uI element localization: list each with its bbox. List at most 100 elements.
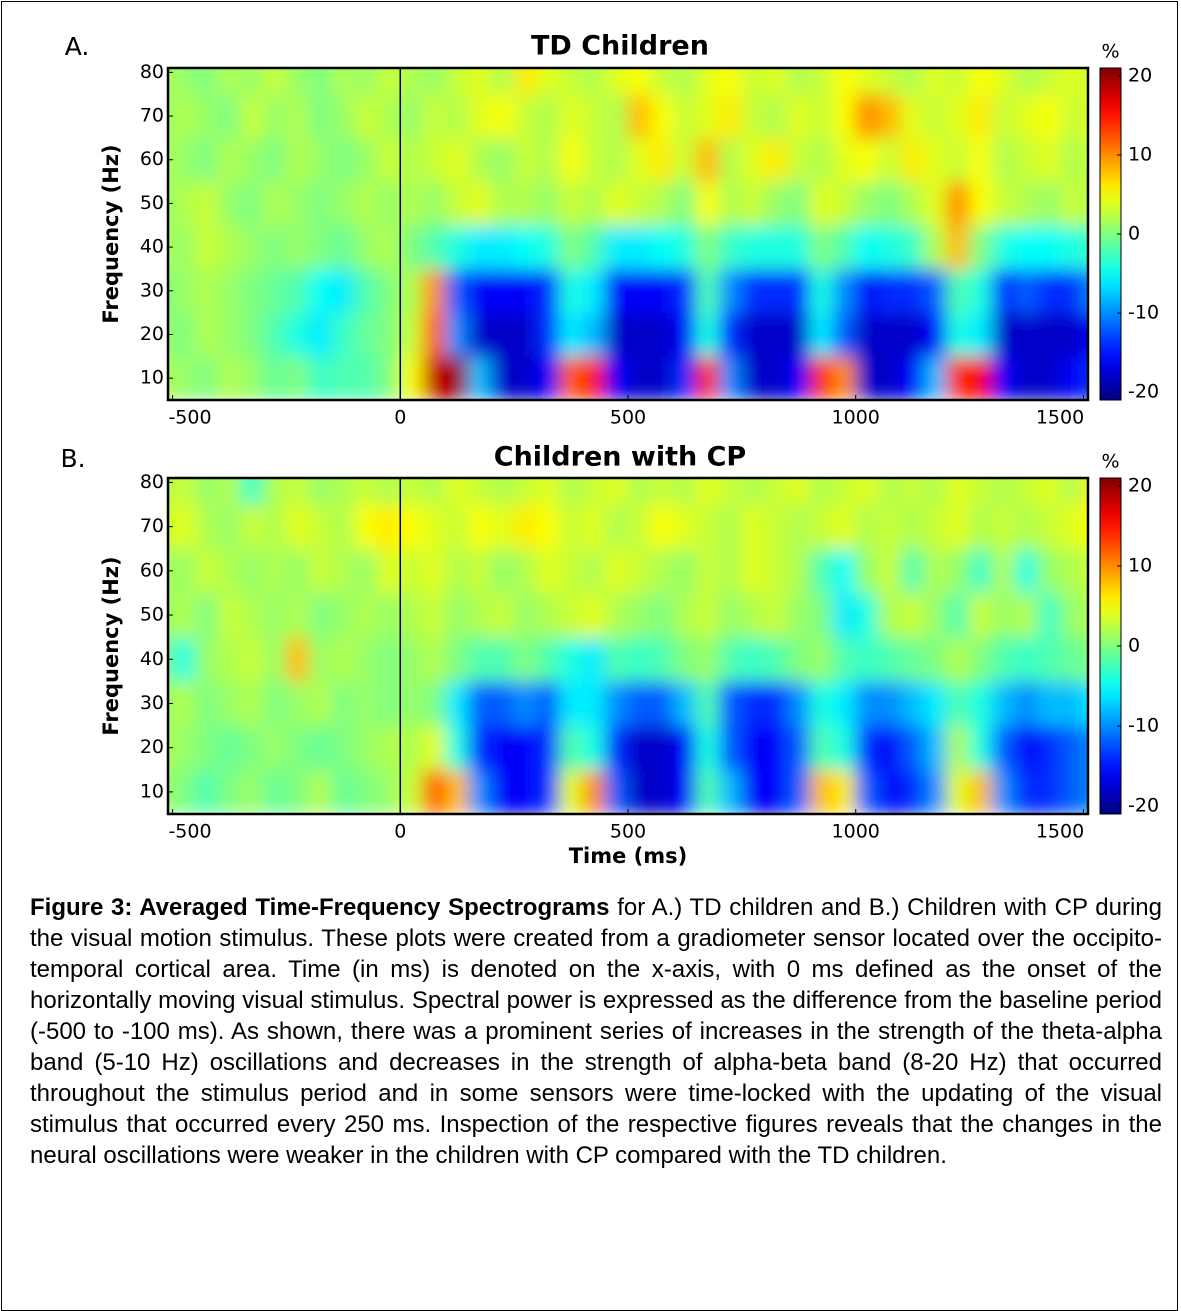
heatmap-cell (604, 68, 629, 95)
heatmap-cell (718, 769, 743, 814)
heatmap-cell (832, 137, 857, 183)
heatmap-cell (832, 548, 857, 594)
heatmap-cell (285, 137, 310, 183)
heatmap-cell (285, 725, 310, 771)
heatmap-cell (718, 548, 743, 594)
heatmap-cell (923, 680, 948, 727)
x-tick-label: 500 (610, 821, 646, 843)
heatmap-cell (445, 725, 470, 771)
heatmap-cell (877, 93, 902, 139)
heatmap-cell (877, 268, 902, 314)
heatmap-cell (832, 769, 857, 814)
heatmap-cell (809, 769, 834, 814)
heatmap-cell (536, 504, 561, 550)
heatmap-cell (194, 68, 219, 95)
heatmap-cell (946, 224, 971, 270)
heatmap-cell (308, 769, 333, 814)
heatmap-cell (877, 636, 902, 682)
heatmap-cell (331, 137, 356, 183)
heatmap-cell (536, 636, 561, 682)
heatmap-cell (673, 312, 697, 357)
heatmap-cell (308, 478, 333, 506)
heatmap-cell (445, 769, 470, 814)
heatmap-cell (786, 312, 811, 357)
heatmap-cell (627, 312, 652, 357)
heatmap-cell (900, 181, 925, 226)
heatmap-cell (1082, 478, 1088, 506)
colorbar-tick-label: -10 (1128, 302, 1159, 324)
heatmap-cell (263, 355, 287, 400)
heatmap-cell (991, 312, 1016, 357)
heatmap-cell (172, 680, 196, 727)
heatmap-cell (604, 181, 629, 226)
heatmap-cell (1014, 268, 1039, 314)
heatmap-cell (604, 355, 629, 400)
heatmap-cell (377, 137, 401, 183)
heatmap-cell (172, 504, 196, 550)
heatmap-cell (1014, 355, 1039, 400)
heatmap-cell (741, 224, 766, 270)
heatmap-cell (1014, 312, 1039, 357)
heatmap-cell (855, 680, 879, 727)
heatmap-cell (900, 680, 925, 727)
heatmap-cell (1082, 680, 1088, 727)
heatmap-cell (445, 504, 470, 550)
heatmap-cell (991, 680, 1016, 727)
heatmap-cell (695, 268, 720, 314)
heatmap-cell (900, 312, 925, 357)
heatmap-cell (490, 636, 515, 682)
heatmap-cell (422, 355, 447, 400)
heatmap-cell (764, 680, 788, 727)
heatmap-cell (354, 268, 379, 314)
heatmap-cell (946, 355, 971, 400)
heatmap-cell (1082, 68, 1088, 95)
heatmap-cell (786, 680, 811, 727)
heatmap-cell (946, 680, 971, 727)
heatmap-cell (877, 312, 902, 357)
heatmap-cell (445, 478, 470, 506)
heatmap-cell (308, 268, 333, 314)
heatmap-cell (764, 181, 788, 226)
heatmap-cell (695, 636, 720, 682)
heatmap-cell (1060, 636, 1084, 682)
heatmap-cell (422, 680, 447, 727)
heatmap-cell (695, 68, 720, 95)
heatmap-cell (1082, 268, 1088, 314)
heatmap-cell (581, 224, 606, 270)
heatmap-cell (263, 68, 287, 95)
heatmap-cell (354, 478, 379, 506)
heatmap-cell (695, 224, 720, 270)
heatmap-cell (172, 592, 196, 638)
heatmap-cell (695, 478, 720, 506)
heatmap-cell (331, 312, 356, 357)
heatmap-cell (285, 636, 310, 682)
heatmap-cell (513, 478, 538, 506)
heatmap-cell (468, 504, 492, 550)
heatmap-cell (559, 312, 583, 357)
heatmap-cell (399, 725, 424, 771)
heatmap-cell (377, 769, 401, 814)
heatmap-cell (900, 355, 925, 400)
heatmap-cell (786, 725, 811, 771)
heatmap-cell (900, 93, 925, 139)
heatmap-cell (673, 181, 697, 226)
heatmap-cell (581, 181, 606, 226)
heatmap-cell (1082, 548, 1088, 594)
heatmap-cell (923, 93, 948, 139)
heatmap-cell (877, 355, 902, 400)
heatmap-cell (285, 548, 310, 594)
caption-text: for A.) TD children and B.) Children wit… (30, 894, 1162, 1169)
heatmap-cell (969, 312, 993, 357)
y-tick-label: 40 (140, 648, 164, 670)
heatmap-cell (331, 268, 356, 314)
heatmap-cell (855, 769, 879, 814)
heatmap-cell (422, 592, 447, 638)
heatmap-cell (1060, 680, 1084, 727)
heatmap-cell (240, 355, 265, 400)
colorbar-tick-label: -20 (1128, 381, 1159, 403)
heatmap-cell (1014, 504, 1039, 550)
heatmap-cell (1014, 548, 1039, 594)
heatmap-cell (786, 355, 811, 400)
heatmap-cell (627, 268, 652, 314)
